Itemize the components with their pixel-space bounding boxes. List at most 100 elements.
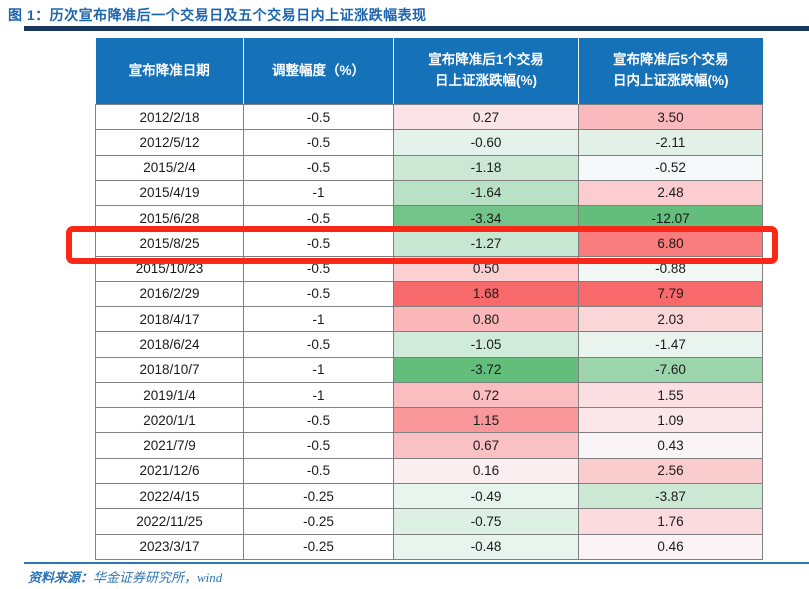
cell-1day-change: -1.27 [393,230,579,257]
cell-date: 2015/2/4 [95,154,244,181]
cell-date: 2012/5/12 [95,129,244,156]
cell-1day-change: 0.72 [393,381,579,409]
source-label: 资料来源： [28,570,94,585]
figure-title: 图 1：历次宣布降准后一个交易日及五个交易日内上证涨跌幅表现 [8,7,427,23]
cell-date: 2015/10/23 [95,255,244,282]
cell-date: 2012/2/18 [95,103,244,131]
cell-5day-change: 2.56 [578,457,763,484]
cell-date: 2018/4/17 [95,306,244,333]
cell-1day-change: -3.34 [393,205,579,232]
cell-adjust: -0.5 [243,255,394,282]
cell-adjust: -1 [243,356,394,383]
cell-5day-change: 2.03 [578,306,763,333]
cell-date: 2015/4/19 [95,179,244,207]
table-row: 2012/5/12 -0.5 -0.60 -2.11 [95,129,763,156]
cell-5day-change: -3.87 [578,482,763,510]
cell-5day-change: 3.50 [578,103,763,131]
header-announce-date: 宣布降准日期 [95,38,244,105]
cell-5day-change: -2.11 [578,129,763,156]
cell-date: 2023/3/17 [95,533,244,561]
cell-adjust: -0.5 [243,103,394,131]
table-row: 2016/2/29 -0.5 1.68 7.79 [95,280,763,308]
source-line: 资料来源：华金证券研究所，wind [28,567,222,586]
cell-5day-change: 1.76 [578,508,763,535]
cell-5day-change: -1.47 [578,331,763,358]
cell-adjust: -0.5 [243,457,394,484]
header-1day-change: 宣布降准后1个交易 日上证涨跌幅(%) [393,38,579,105]
cell-5day-change: -0.88 [578,255,763,282]
cell-date: 2018/6/24 [95,331,244,358]
cell-1day-change: -3.72 [393,356,579,383]
table-header: 宣布降准日期 调整幅度（%） 宣布降准后1个交易 日上证涨跌幅(%) 宣布降准后… [95,38,763,105]
cell-adjust: -0.25 [243,533,394,561]
table-row: 2022/11/25 -0.25 -0.75 1.76 [95,508,763,535]
header-row: 宣布降准日期 调整幅度（%） 宣布降准后1个交易 日上证涨跌幅(%) 宣布降准后… [95,38,763,105]
table-row: 2018/10/7 -1 -3.72 -7.60 [95,356,763,383]
cell-date: 2020/1/1 [95,407,244,434]
cell-5day-change: -12.07 [578,205,763,232]
data-table: 宣布降准日期 调整幅度（%） 宣布降准后1个交易 日上证涨跌幅(%) 宣布降准后… [95,38,763,561]
cell-date: 2015/8/25 [95,230,244,257]
cell-5day-change: 1.55 [578,381,763,409]
cell-5day-change: -0.52 [578,154,763,181]
cell-5day-change: 2.48 [578,179,763,207]
cell-date: 2022/11/25 [95,508,244,535]
table-row: 2015/4/19 -1 -1.64 2.48 [95,179,763,207]
footer-divider-rule [24,562,809,564]
cell-adjust: -1 [243,306,394,333]
rrr-cut-performance-table: 宣布降准日期 调整幅度（%） 宣布降准后1个交易 日上证涨跌幅(%) 宣布降准后… [95,38,763,561]
cell-adjust: -0.5 [243,205,394,232]
cell-adjust: -0.5 [243,280,394,308]
table-row: 2020/1/1 -0.5 1.15 1.09 [95,407,763,434]
cell-1day-change: -1.18 [393,154,579,181]
cell-adjust: -0.5 [243,129,394,156]
cell-1day-change: 0.16 [393,457,579,484]
cell-5day-change: 7.79 [578,280,763,308]
cell-5day-change: 0.46 [578,533,763,561]
table-body: 2012/2/18 -0.5 0.27 3.50 2012/5/12 -0.5 -0.60-… [95,103,763,561]
cell-1day-change: -0.60 [393,129,579,156]
cell-adjust: -0.5 [243,407,394,434]
cell-adjust: -0.5 [243,432,394,459]
cell-5day-change: 6.80 [578,230,763,257]
cell-adjust: -0.5 [243,230,394,257]
header-adjust-magnitude: 调整幅度（%） [243,38,394,105]
table-row: 2018/6/24 -0.5 -1.05 -1.47 [95,331,763,358]
cell-date: 2019/1/4 [95,381,244,409]
header-5day-change: 宣布降准后5个交易 日内上证涨跌幅(%) [578,38,763,105]
cell-1day-change: -0.49 [393,482,579,510]
cell-adjust: -0.5 [243,331,394,358]
source-text: 华金证券研究所，wind [93,570,223,585]
cell-date: 2015/6/28 [95,205,244,232]
table-row: 2012/2/18 -0.5 0.27 3.50 [95,103,763,131]
cell-date: 2018/10/7 [95,356,244,383]
table-row: 2015/10/23 -0.5 0.50 -0.88 [95,255,763,282]
cell-1day-change: -1.64 [393,179,579,207]
cell-5day-change: 1.09 [578,407,763,434]
table-row: 2021/7/9 -0.5 0.67 0.43 [95,432,763,459]
cell-date: 2016/2/29 [95,280,244,308]
cell-adjust: -0.25 [243,508,394,535]
cell-adjust: -0.5 [243,154,394,181]
cell-1day-change: 1.15 [393,407,579,434]
table-row: 2022/4/15 -0.25 -0.49 -3.87 [95,482,763,510]
table-row: 2015/6/28 -0.5 -3.34 -12.07 [95,205,763,232]
cell-date: 2021/7/9 [95,432,244,459]
cell-1day-change: 0.50 [393,255,579,282]
cell-5day-change: -7.60 [578,356,763,383]
table-row: 2015/2/4 -0.5 -1.18 -0.52 [95,154,763,181]
cell-5day-change: 0.43 [578,432,763,459]
cell-adjust: -1 [243,381,394,409]
cell-adjust: -0.25 [243,482,394,510]
table-row: 2023/3/17 -0.25 -0.48 0.46 [95,533,763,561]
cell-1day-change: 1.68 [393,280,579,308]
cell-1day-change: -1.05 [393,331,579,358]
cell-1day-change: 0.27 [393,103,579,131]
cell-1day-change: -0.75 [393,508,579,535]
cell-1day-change: 0.80 [393,306,579,333]
cell-date: 2022/4/15 [95,482,244,510]
cell-1day-change: -0.48 [393,533,579,561]
table-row-highlighted: 2015/8/25 -0.5 -1.27 6.80 [95,230,763,257]
cell-adjust: -1 [243,179,394,207]
table-row: 2021/12/6 -0.5 0.16 2.56 [95,457,763,484]
